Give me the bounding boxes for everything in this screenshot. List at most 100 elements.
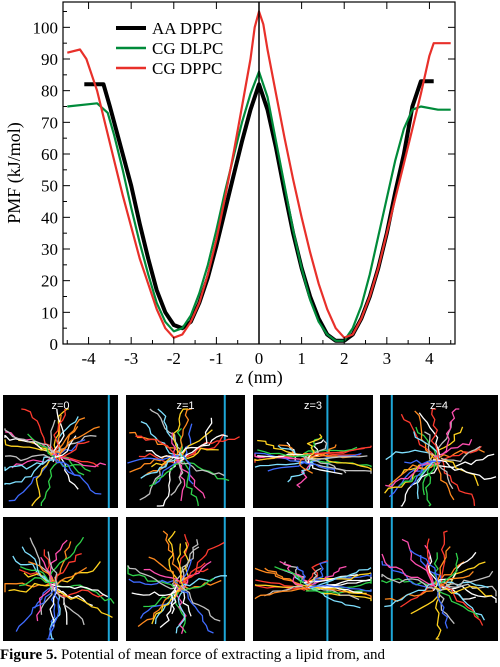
lipid-chain [4, 454, 55, 462]
lipid-chain [140, 456, 179, 479]
lipid-chain [131, 590, 177, 596]
caption-text: Potential of mean force of extracting a … [60, 647, 386, 663]
lipid-chain [31, 459, 51, 507]
lipid-chain [156, 460, 176, 507]
lipid-chain [4, 456, 51, 485]
lipid-chain [384, 582, 435, 608]
lipid-chain [11, 456, 56, 469]
lipid-chain [311, 567, 372, 590]
lipid-chain [178, 568, 209, 584]
snapshot-panel [3, 517, 118, 641]
lipid-chain [18, 568, 56, 587]
lipid-chain [175, 584, 186, 634]
lipid-chain [307, 584, 367, 595]
lipid-chain [410, 590, 441, 615]
lipid-chain [142, 458, 185, 478]
lipid-chain [418, 412, 441, 456]
lipid-chain [49, 539, 68, 587]
panel-label: z=3 [303, 400, 323, 412]
lipid-chain [178, 589, 192, 617]
lipid-chain [437, 589, 480, 619]
lipid-chain [254, 452, 308, 463]
series-line-1 [67, 70, 451, 342]
lipid-chain [170, 584, 178, 615]
lipid-chain [310, 444, 337, 458]
y-tick-label-10: 100 [33, 18, 59, 37]
lipid-chain [381, 573, 441, 592]
y-tick-label-7: 70 [41, 113, 58, 132]
lipid-snapshot [254, 395, 372, 508]
lipid-chain [301, 445, 372, 460]
lipid-chain [257, 449, 310, 458]
lipid-chain [50, 586, 85, 626]
lipid-chain [434, 456, 455, 501]
lipid-chain [435, 590, 442, 640]
lipid-snapshot [384, 395, 497, 508]
x-tick-label-7: 3 [383, 349, 392, 368]
lipid-chain [296, 566, 306, 583]
lipid-chain [440, 445, 481, 463]
lipid-chain [50, 552, 82, 584]
lipid-chain [173, 584, 187, 634]
lipid-chain [4, 428, 56, 455]
lipid-snapshot [4, 395, 110, 508]
lipid-chain [40, 461, 59, 507]
lipid-chain [27, 433, 58, 462]
y-tick-label-8: 80 [41, 82, 58, 101]
legend-label-0: AA DPPC [152, 19, 222, 38]
snapshot-panel: z=0 [3, 395, 118, 508]
lipid-chain [40, 556, 55, 590]
lipid-chain [254, 461, 312, 468]
snapshot-panel [380, 517, 498, 641]
lipid-chain [55, 588, 113, 618]
y-axis-title: PMF (kJ/mol) [4, 122, 25, 224]
panel-label: z=1 [176, 400, 195, 412]
lipid-chain [309, 584, 372, 592]
lipid-chain [416, 457, 439, 499]
legend-label-1: CG DLPC [152, 39, 223, 58]
lipid-chain [309, 462, 372, 474]
lipid-chain [4, 439, 52, 455]
lipid-chain [439, 570, 474, 587]
lipid-chain [434, 445, 482, 462]
y-tick-label-2: 20 [41, 272, 58, 291]
lipid-chain [434, 546, 451, 586]
lipid-chain [127, 565, 177, 590]
lipid-chain [257, 453, 307, 458]
lipid-chain [47, 551, 58, 585]
lipid-chain [438, 561, 486, 592]
lipid-chain [274, 566, 305, 584]
snapshot-panel: z=4 [380, 395, 498, 508]
lipid-chain [148, 556, 184, 591]
lipid-chain [47, 583, 60, 640]
lipid-chain [4, 459, 54, 472]
snapshot-panel: z=3 [253, 395, 373, 508]
snapshot-panel [126, 517, 245, 641]
lipid-chain [432, 459, 497, 480]
lipid-chain [143, 568, 182, 585]
snapshot-panel: z=1 [126, 395, 245, 508]
lipid-chain [170, 462, 184, 496]
lipid-chain [305, 453, 347, 474]
panel-label: z=4 [429, 400, 449, 412]
legend-label-2: CG DPPC [152, 59, 222, 78]
x-tick-label-2: -2 [167, 349, 181, 368]
lipid-chain [267, 460, 308, 472]
lipid-chain [151, 588, 183, 625]
x-tick-label-5: 1 [297, 349, 306, 368]
x-tick-label-0: -4 [81, 349, 96, 368]
lipid-chain [21, 546, 51, 584]
lipid-chain [286, 441, 303, 463]
x-tick-label-4: 0 [255, 349, 264, 368]
lipid-chain [302, 460, 336, 473]
lipid-chain [23, 572, 58, 586]
lipid-chain [306, 433, 323, 457]
lipid-chain [176, 429, 213, 458]
lipid-chain [433, 438, 473, 458]
lipid-chain [181, 558, 193, 590]
lipid-chain [424, 544, 435, 584]
lipid-chain [179, 585, 214, 634]
y-tick-label-9: 90 [41, 50, 58, 69]
